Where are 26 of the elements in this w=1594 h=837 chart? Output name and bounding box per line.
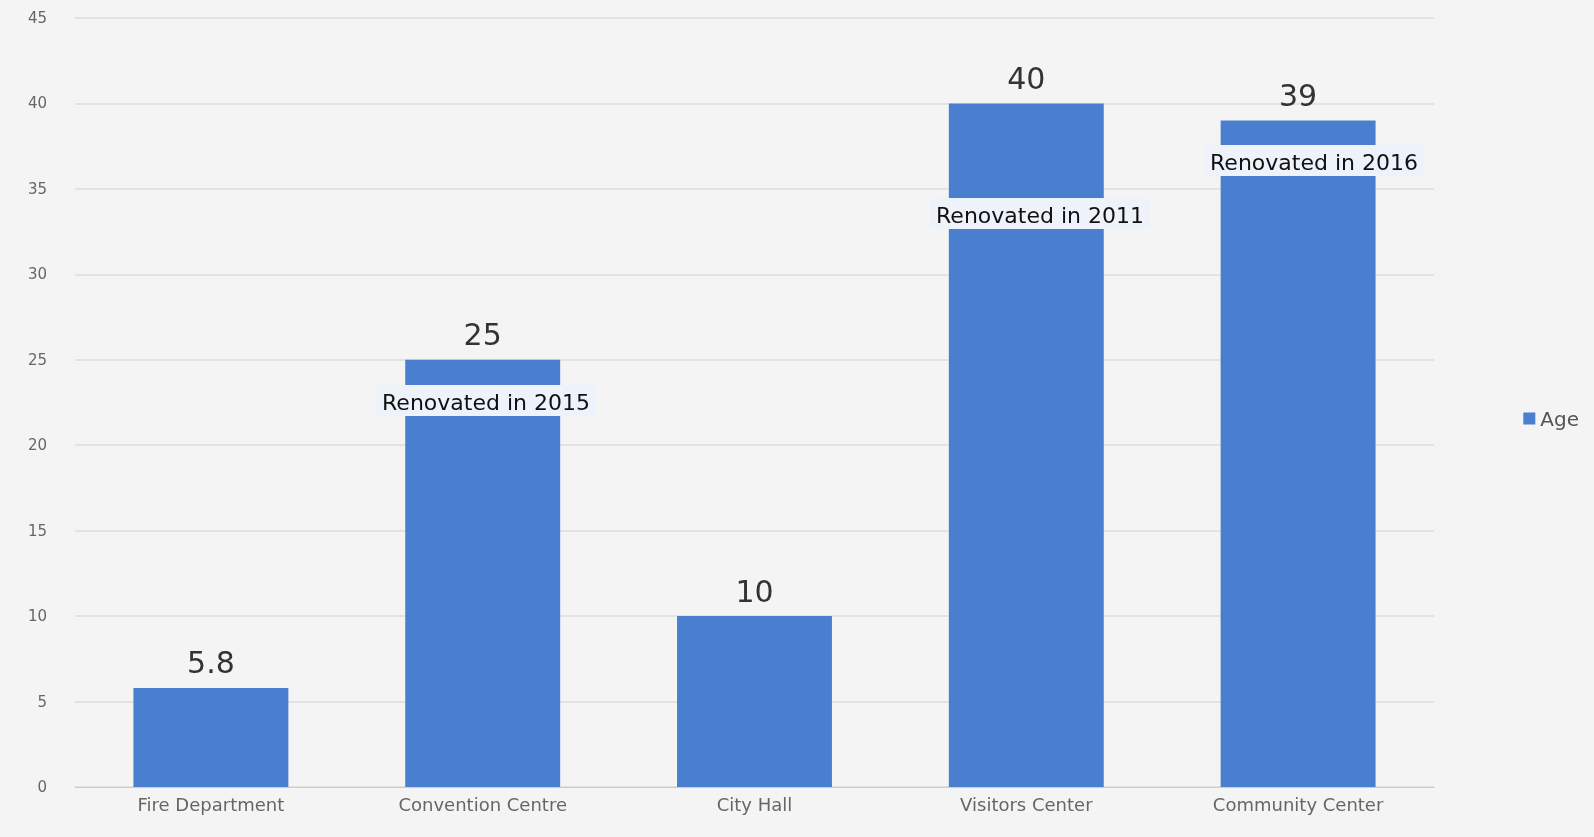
bar [133, 687, 289, 787]
x-tick-label: Fire Department [137, 793, 285, 815]
x-tick-label: Visitors Center [960, 793, 1094, 815]
y-tick-label: 25 [27, 350, 47, 369]
y-tick-label: 35 [27, 179, 47, 198]
data-label: 10 [735, 573, 774, 609]
legend-label: Age [1540, 406, 1580, 431]
data-label: 5.8 [187, 645, 235, 681]
y-tick-label: 5 [37, 692, 47, 711]
y-tick-label: 40 [27, 94, 47, 113]
data-label: 25 [463, 317, 502, 353]
y-tick-label: 45 [27, 9, 47, 27]
x-tick-label: Community Center [1212, 793, 1384, 815]
annotation: Renovated in 2015 [382, 389, 590, 415]
data-label: 39 [1279, 78, 1318, 114]
data-label: 40 [1007, 60, 1046, 96]
y-tick-label: 30 [27, 265, 47, 284]
y-tick-label: 15 [27, 521, 47, 540]
y-tick-label: 0 [37, 778, 47, 796]
x-tick-label: City Hall [716, 793, 793, 815]
annotation: Renovated in 2016 [1210, 149, 1418, 175]
bar [677, 616, 832, 787]
annotation: Renovated in 2011 [936, 202, 1144, 228]
y-tick-label: 10 [27, 607, 47, 626]
y-tick-label: 20 [27, 436, 47, 455]
x-tick-label: Convention Centre [398, 793, 567, 815]
